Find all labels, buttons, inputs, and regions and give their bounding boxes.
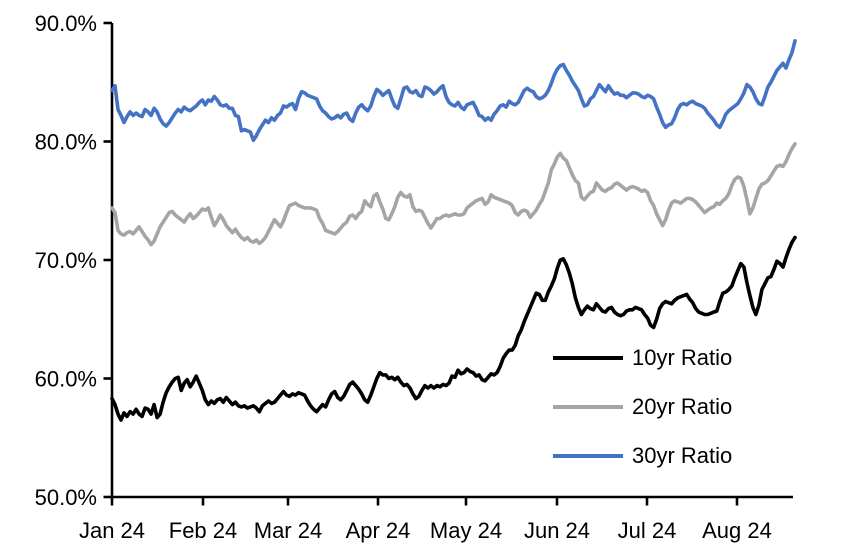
legend-item-10yr-ratio: 10yr Ratio [553, 345, 732, 371]
legend-label-10yr-ratio: 10yr Ratio [632, 345, 733, 370]
x-axis-label: Jul 24 [618, 518, 677, 543]
y-axis-label: 90.0% [35, 11, 97, 36]
series-line-30yr-ratio [110, 38, 797, 143]
series-line-20yr-ratio [110, 142, 797, 247]
x-axis-label: Feb 24 [169, 518, 238, 543]
y-axis-label: 60.0% [35, 367, 97, 392]
x-axis-label: Apr 24 [346, 518, 411, 543]
legend: 10yr Ratio 20yr Ratio 30yr Ratio [553, 345, 732, 492]
y-axis-label: 80.0% [35, 130, 97, 155]
y-axis-label: 50.0% [35, 485, 97, 510]
legend-item-20yr-ratio: 20yr Ratio [553, 394, 732, 420]
legend-label-30yr-ratio: 30yr Ratio [632, 443, 733, 468]
legend-swatch-10yr-ratio [553, 356, 623, 360]
legend-item-30yr-ratio: 30yr Ratio [553, 443, 732, 469]
x-axis-label: May 24 [430, 518, 502, 543]
x-axis-label: Jun 24 [524, 518, 590, 543]
series-line-10yr-ratio [110, 235, 797, 422]
x-axis-label: Aug 24 [702, 518, 772, 543]
x-axis-label: Jan 24 [79, 518, 145, 543]
legend-label-20yr-ratio: 20yr Ratio [632, 394, 733, 419]
legend-swatch-20yr-ratio [553, 405, 623, 409]
y-axis-label: 70.0% [35, 248, 97, 273]
legend-swatch-30yr-ratio [553, 454, 623, 458]
x-axis-label: Mar 24 [254, 518, 322, 543]
